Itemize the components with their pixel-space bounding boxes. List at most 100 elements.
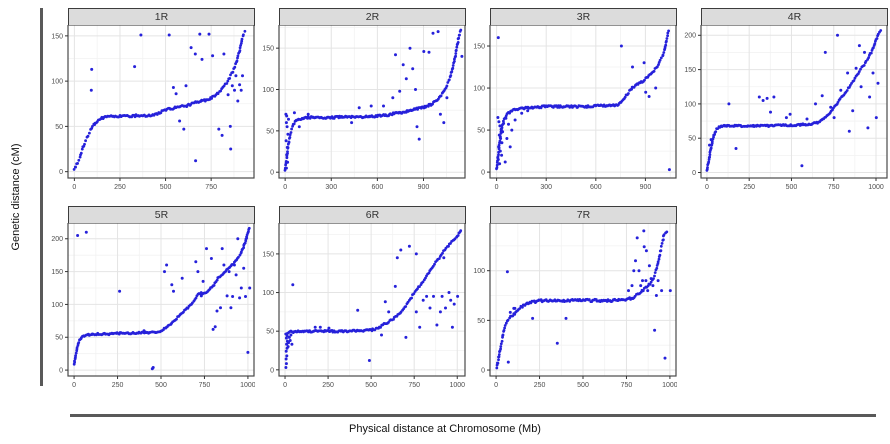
data-points bbox=[495, 229, 672, 370]
facet-plot-svg: 0 250 500 750 0 50 100 150 bbox=[51, 25, 255, 191]
x-axis-title: Physical distance at Chromosome (Mb) bbox=[349, 423, 541, 435]
svg-text:100: 100 bbox=[51, 302, 63, 309]
svg-text:250: 250 bbox=[743, 184, 755, 191]
svg-text:750: 750 bbox=[828, 184, 840, 191]
facet-strip: 7R bbox=[490, 206, 677, 224]
svg-text:50: 50 bbox=[266, 128, 274, 135]
svg-text:100: 100 bbox=[684, 101, 696, 108]
svg-text:250: 250 bbox=[322, 382, 334, 389]
svg-text:150: 150 bbox=[262, 251, 274, 258]
svg-text:0: 0 bbox=[72, 382, 76, 389]
svg-text:0: 0 bbox=[481, 170, 485, 177]
facet-plot-svg: 0 300 600 900 0 50 100 150 bbox=[473, 25, 677, 191]
svg-text:0: 0 bbox=[494, 382, 498, 389]
data-points bbox=[495, 29, 671, 172]
svg-text:0: 0 bbox=[283, 184, 287, 191]
svg-text:0: 0 bbox=[283, 382, 287, 389]
svg-text:750: 750 bbox=[621, 382, 633, 389]
svg-text:150: 150 bbox=[51, 33, 63, 40]
facet-strip-label: 6R bbox=[365, 209, 380, 221]
facet-panel-6R: 6R 0 250 500 750 1000 0 50 100 150 bbox=[255, 206, 466, 393]
svg-text:0: 0 bbox=[59, 368, 63, 375]
facet-panel-2R: 2R 0 300 600 900 0 50 100 150 bbox=[255, 8, 466, 195]
data-points bbox=[284, 229, 463, 369]
facet-strip: 5R bbox=[68, 206, 255, 224]
svg-text:750: 750 bbox=[408, 382, 420, 389]
facet-plot-svg: 0 250 500 750 1000 0 50 100 150 200 bbox=[684, 25, 888, 191]
data-points bbox=[283, 28, 464, 172]
svg-text:500: 500 bbox=[160, 184, 172, 191]
facet-strip-label: 3R bbox=[576, 11, 591, 23]
svg-text:100: 100 bbox=[473, 85, 485, 92]
svg-text:750: 750 bbox=[205, 184, 217, 191]
svg-text:1000: 1000 bbox=[868, 184, 884, 191]
svg-text:50: 50 bbox=[477, 128, 485, 135]
svg-text:100: 100 bbox=[262, 290, 274, 297]
svg-text:0: 0 bbox=[59, 169, 63, 176]
svg-text:0: 0 bbox=[270, 170, 274, 177]
facet-strip-label: 2R bbox=[365, 11, 380, 23]
svg-text:150: 150 bbox=[51, 269, 63, 276]
facet-strip-label: 7R bbox=[576, 209, 591, 221]
facet-plot-svg: 0 250 500 750 1000 0 50 100 bbox=[473, 223, 677, 389]
svg-text:600: 600 bbox=[372, 184, 384, 191]
facet-strip-label: 4R bbox=[787, 11, 802, 23]
data-points bbox=[72, 226, 252, 371]
panels-grid: 1R 0 250 500 750 0 50 100 150 2R 0 300 600 900 0 50 100 1… bbox=[44, 8, 888, 393]
svg-text:500: 500 bbox=[155, 382, 167, 389]
svg-text:100: 100 bbox=[51, 79, 63, 86]
svg-text:250: 250 bbox=[114, 184, 126, 191]
facet-strip-label: 1R bbox=[154, 11, 169, 23]
svg-text:50: 50 bbox=[266, 329, 274, 336]
svg-text:500: 500 bbox=[786, 184, 798, 191]
svg-text:1000: 1000 bbox=[449, 382, 465, 389]
svg-text:0: 0 bbox=[72, 184, 76, 191]
svg-text:150: 150 bbox=[684, 67, 696, 74]
svg-text:250: 250 bbox=[534, 382, 546, 389]
svg-text:100: 100 bbox=[262, 87, 274, 94]
svg-text:200: 200 bbox=[51, 236, 63, 243]
facet-strip: 4R bbox=[701, 8, 888, 26]
facet-plot-svg: 0 250 500 750 1000 0 50 100 150 200 bbox=[51, 223, 255, 389]
y-axis-bar bbox=[40, 8, 43, 386]
svg-text:150: 150 bbox=[473, 43, 485, 50]
svg-text:200: 200 bbox=[684, 33, 696, 40]
svg-text:0: 0 bbox=[481, 367, 485, 374]
facet-panel-3R: 3R 0 300 600 900 0 50 100 150 bbox=[466, 8, 677, 195]
svg-text:50: 50 bbox=[55, 124, 63, 131]
facet-strip: 6R bbox=[279, 206, 466, 224]
svg-text:600: 600 bbox=[590, 184, 602, 191]
facet-strip-label: 5R bbox=[154, 209, 169, 221]
svg-text:1000: 1000 bbox=[662, 382, 677, 389]
data-points bbox=[705, 29, 883, 172]
svg-text:300: 300 bbox=[540, 184, 552, 191]
facet-panel-1R: 1R 0 250 500 750 0 50 100 150 bbox=[44, 8, 255, 195]
svg-text:150: 150 bbox=[262, 46, 274, 53]
facet-panel-7R: 7R 0 250 500 750 1000 0 50 100 bbox=[466, 206, 677, 393]
svg-text:0: 0 bbox=[705, 184, 709, 191]
facet-panel-5R: 5R 0 250 500 750 1000 0 50 100 150 200 bbox=[44, 206, 255, 393]
svg-text:0: 0 bbox=[495, 184, 499, 191]
facet-strip: 2R bbox=[279, 8, 466, 26]
data-points bbox=[72, 29, 247, 171]
svg-text:1000: 1000 bbox=[240, 382, 255, 389]
facet-strip: 1R bbox=[68, 8, 255, 26]
svg-text:750: 750 bbox=[199, 382, 211, 389]
svg-text:900: 900 bbox=[418, 184, 430, 191]
svg-text:900: 900 bbox=[640, 184, 652, 191]
facet-strip: 3R bbox=[490, 8, 677, 26]
svg-text:300: 300 bbox=[325, 184, 337, 191]
svg-text:0: 0 bbox=[692, 170, 696, 177]
svg-text:0: 0 bbox=[270, 367, 274, 374]
x-axis-bar bbox=[70, 414, 876, 417]
svg-text:50: 50 bbox=[55, 335, 63, 342]
svg-text:500: 500 bbox=[365, 382, 377, 389]
facet-plot-svg: 0 250 500 750 1000 0 50 100 150 bbox=[262, 223, 466, 389]
y-axis-title: Genetic distance (cM) bbox=[10, 143, 22, 251]
svg-text:50: 50 bbox=[477, 318, 485, 325]
svg-text:250: 250 bbox=[112, 382, 124, 389]
svg-text:100: 100 bbox=[473, 268, 485, 275]
facet-panel-4R: 4R 0 250 500 750 1000 0 50 100 150 200 bbox=[677, 8, 888, 195]
facet-plot-svg: 0 300 600 900 0 50 100 150 bbox=[262, 25, 466, 191]
